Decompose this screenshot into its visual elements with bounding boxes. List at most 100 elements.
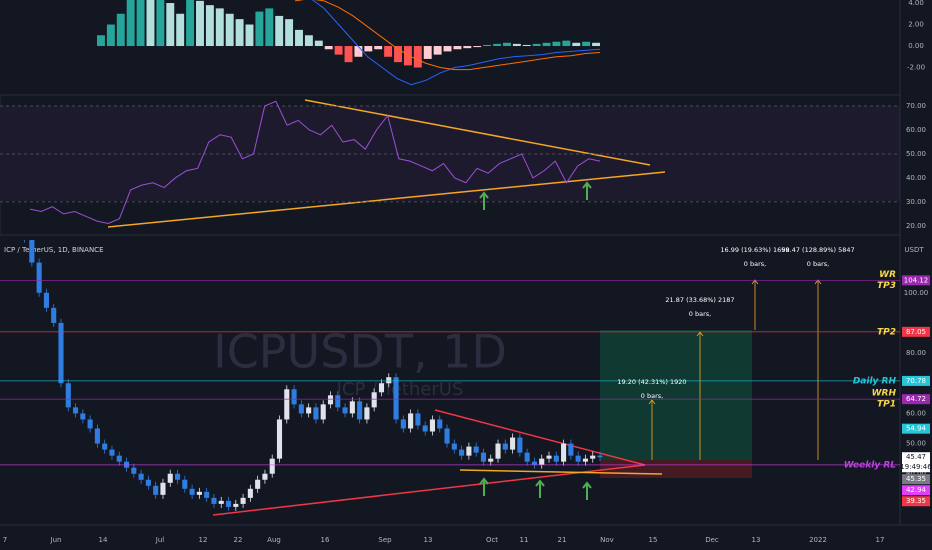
macd-bar <box>542 42 551 47</box>
macd-bar <box>265 8 274 47</box>
macd-bar <box>176 13 185 47</box>
macd-bar <box>483 44 492 47</box>
trendline <box>434 409 646 466</box>
macd-bar <box>582 41 591 47</box>
candle <box>582 458 588 462</box>
candle <box>225 500 232 507</box>
candle <box>247 488 253 498</box>
candle <box>546 455 552 459</box>
loss-zone <box>600 460 752 478</box>
macd-bar <box>463 46 472 49</box>
candle <box>335 395 341 408</box>
price-tag-label: 45.35 <box>906 475 926 483</box>
candle <box>240 497 246 504</box>
macd-bar <box>493 43 501 47</box>
candle <box>306 407 312 414</box>
candle <box>43 292 49 308</box>
x-tick-label: Dec <box>705 536 719 544</box>
x-tick-label: 22 <box>234 536 243 544</box>
price-tag <box>902 394 930 405</box>
candle <box>313 407 319 420</box>
macd-bar <box>235 19 244 47</box>
watermark: ICPUSDT, 1D <box>213 325 507 379</box>
macd-bar <box>413 46 422 68</box>
candle <box>488 458 494 462</box>
y-tick-label: 50.00 <box>906 150 926 158</box>
macd-bar <box>502 42 511 47</box>
y-tick-label: 60.00 <box>906 409 926 417</box>
price-tag-label: 104.12 <box>904 276 929 284</box>
measure-label: 16.99 (19.63%) 1699 <box>720 246 789 254</box>
x-tick-label: 14 <box>99 536 108 544</box>
y-tick-label: 80.00 <box>906 349 926 357</box>
arrow <box>582 481 592 500</box>
candle <box>211 497 217 504</box>
candle <box>116 455 122 462</box>
y-tick-label: 70.00 <box>906 102 926 110</box>
candle <box>284 389 290 420</box>
candle <box>502 443 508 450</box>
candle <box>378 383 385 393</box>
candle <box>400 419 406 429</box>
candle <box>371 392 377 408</box>
measure-label: 21.87 (33.68%) 2187 <box>665 296 734 304</box>
y-tick-label: 2.00 <box>908 21 924 29</box>
level-name: Daily RH <box>853 376 897 386</box>
candle <box>422 425 428 432</box>
macd-bar <box>166 3 175 47</box>
candle <box>539 458 545 465</box>
level-name: WR <box>879 270 896 280</box>
y-tick-label: -2.00 <box>907 64 925 72</box>
candle <box>437 419 443 429</box>
candle <box>80 413 86 420</box>
candle <box>153 485 159 495</box>
macd-bar <box>423 46 432 59</box>
measure-arrow <box>648 399 656 460</box>
measure-label: 0 bars, <box>689 310 711 318</box>
candle <box>65 383 71 408</box>
candle <box>568 443 574 456</box>
candle <box>327 395 334 405</box>
candle <box>145 479 151 486</box>
candle <box>393 377 399 420</box>
macd-bar <box>146 0 155 47</box>
candle <box>269 458 275 474</box>
candle <box>561 443 567 462</box>
candle <box>189 488 195 495</box>
price-tag-label: 64.72 <box>906 395 926 403</box>
price-tag-label: 39.35 <box>906 497 926 505</box>
candle <box>160 482 166 495</box>
price-tag-label: 87.05 <box>906 328 926 336</box>
candle <box>167 473 173 483</box>
candle <box>73 407 79 414</box>
x-tick-label: Aug <box>267 536 281 544</box>
x-tick-label: 16 <box>321 536 330 544</box>
y-tick-label: 40.00 <box>906 470 926 478</box>
price-tag <box>902 375 930 386</box>
macd-bar <box>136 0 145 47</box>
y-tick-label: 30.00 <box>906 198 926 206</box>
macd-bar <box>116 13 125 47</box>
macd-bar <box>285 19 294 47</box>
macd-bar <box>275 15 284 47</box>
macd-bar <box>354 46 363 57</box>
symbol-label: ICP / TetherUS, 1D, BINANCE <box>4 246 104 254</box>
candle <box>451 443 457 450</box>
price-tag-label: 45.47 <box>906 453 926 461</box>
candle <box>87 419 93 429</box>
macd-bar <box>126 0 135 47</box>
macd-bar <box>255 11 264 47</box>
y-tick-label: 40.00 <box>906 174 926 182</box>
profit-zone <box>600 330 752 460</box>
macd-bar <box>453 46 462 50</box>
macd-bar <box>97 35 105 47</box>
macd-bar <box>186 0 195 47</box>
macd-line <box>294 0 601 71</box>
level-name: TP1 <box>877 400 896 410</box>
macd-bar <box>572 42 581 47</box>
arrows <box>479 181 592 500</box>
x-tick-label: Jul <box>155 536 165 544</box>
